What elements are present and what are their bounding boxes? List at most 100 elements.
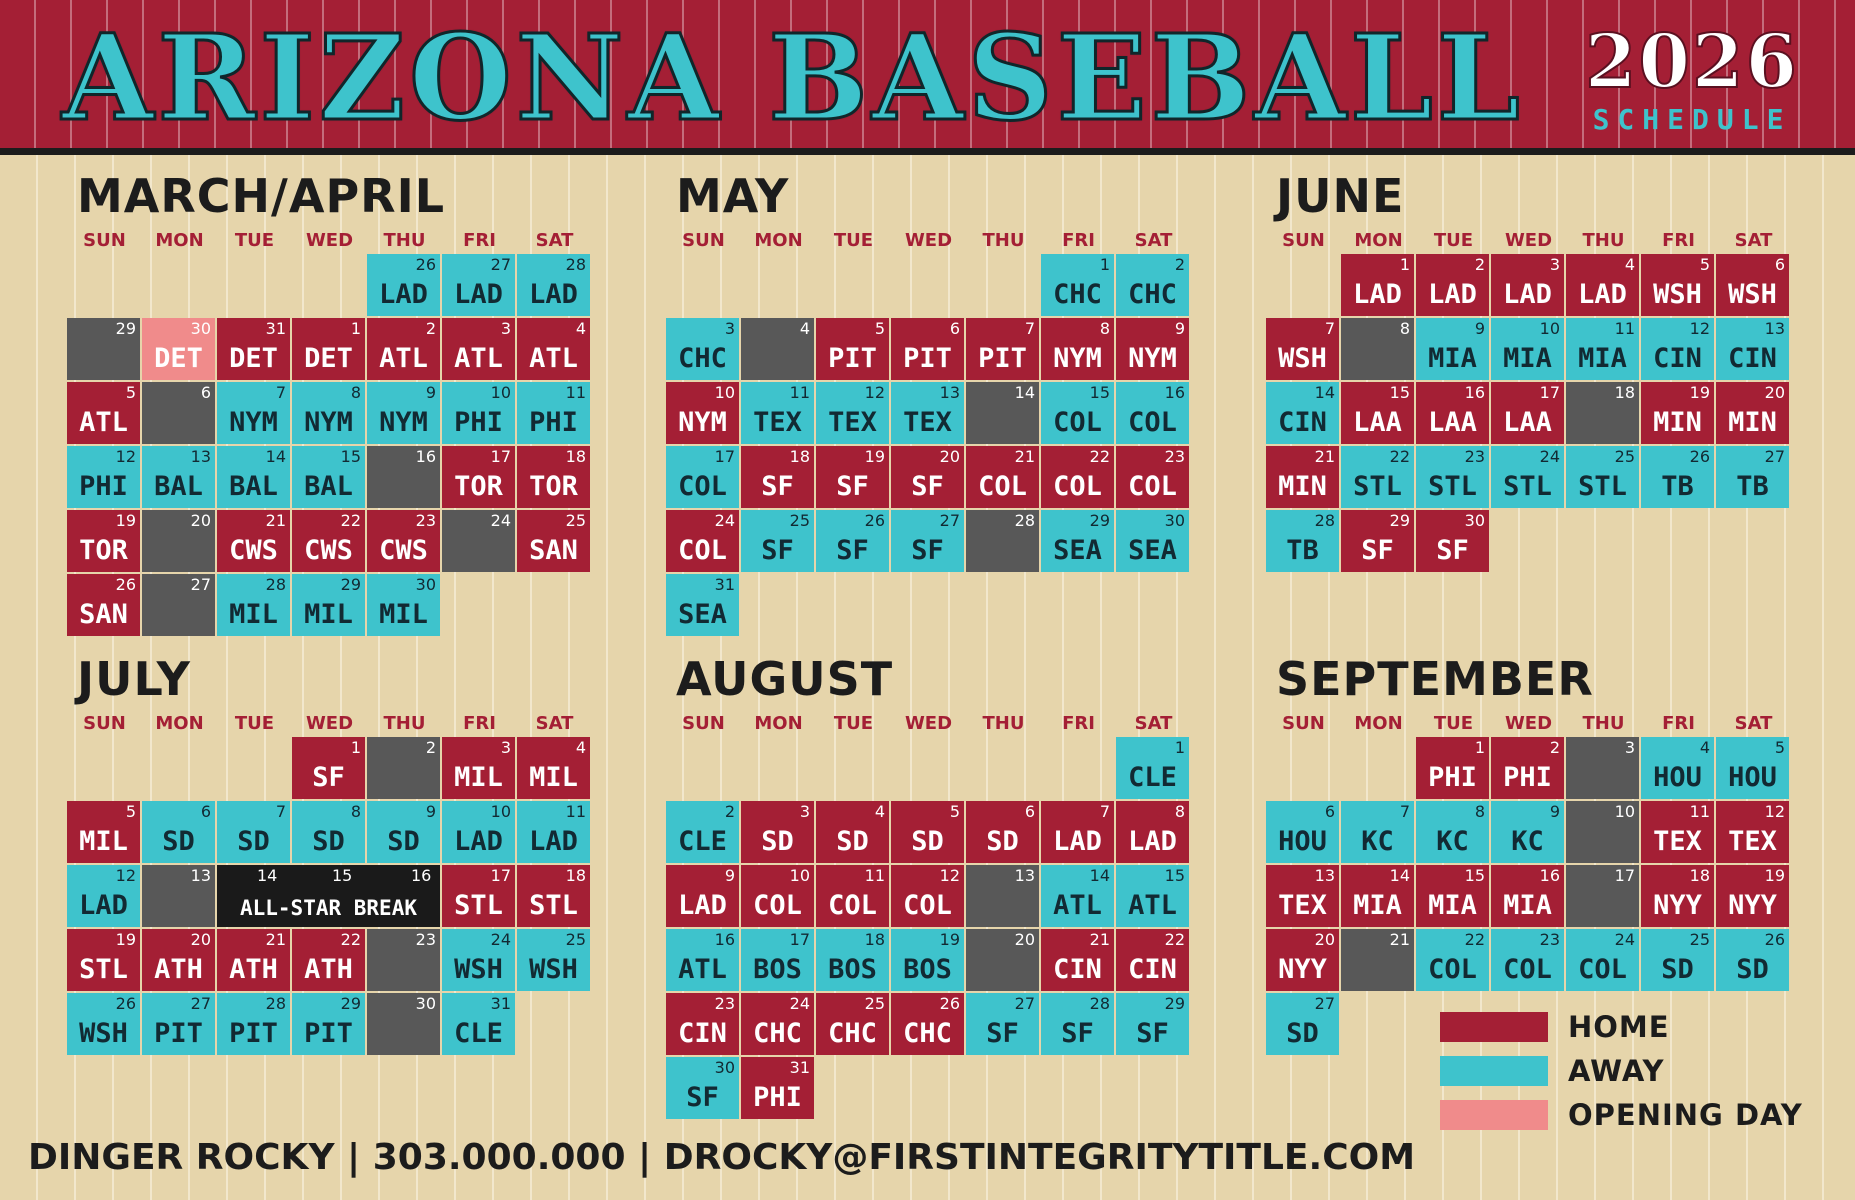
game-cell[interactable]: 14 BAL xyxy=(217,446,290,508)
game-cell[interactable]: 4 xyxy=(741,318,814,380)
game-cell[interactable]: 24 WSH xyxy=(442,929,515,991)
game-cell[interactable]: 25 WSH xyxy=(517,929,590,991)
game-cell[interactable]: 7 WSH xyxy=(1266,318,1339,380)
game-cell[interactable]: 18 TOR xyxy=(517,446,590,508)
game-cell[interactable]: 30 SEA xyxy=(1116,510,1189,572)
game-cell[interactable]: 16 MIA xyxy=(1491,865,1564,927)
game-cell[interactable]: 24 xyxy=(442,510,515,572)
game-cell[interactable]: 2 LAD xyxy=(1416,254,1489,316)
game-cell[interactable]: 15 ATL xyxy=(1116,865,1189,927)
game-cell[interactable]: 28 LAD xyxy=(517,254,590,316)
game-cell[interactable]: 16 LAA xyxy=(1416,382,1489,444)
game-cell[interactable]: 11 PHI xyxy=(517,382,590,444)
game-cell[interactable]: 13 BAL xyxy=(142,446,215,508)
game-cell[interactable]: 27 SF xyxy=(966,993,1039,1055)
game-cell[interactable]: 17 COL xyxy=(666,446,739,508)
game-cell[interactable]: 26 WSH xyxy=(67,993,140,1055)
game-cell[interactable]: 5 ATL xyxy=(67,382,140,444)
game-cell[interactable]: 18 NYY xyxy=(1641,865,1714,927)
game-cell[interactable]: 30 SF xyxy=(666,1057,739,1119)
game-cell[interactable]: 27 PIT xyxy=(142,993,215,1055)
game-cell[interactable]: 23 COL xyxy=(1116,446,1189,508)
game-cell[interactable]: 20 xyxy=(142,510,215,572)
game-cell[interactable]: 25 CHC xyxy=(816,993,889,1055)
game-cell[interactable]: 22 COL xyxy=(1416,929,1489,991)
game-cell[interactable]: 1 DET xyxy=(292,318,365,380)
game-cell[interactable]: 31 DET xyxy=(217,318,290,380)
game-cell[interactable]: 18 SF xyxy=(741,446,814,508)
game-cell[interactable]: 28 MIL xyxy=(217,574,290,636)
game-cell[interactable]: 23 COL xyxy=(1491,929,1564,991)
game-cell[interactable]: 5 MIL xyxy=(67,801,140,863)
game-cell[interactable]: 20 MIN xyxy=(1716,382,1789,444)
game-cell[interactable]: 1 PHI xyxy=(1416,737,1489,799)
game-cell[interactable]: 1 CLE xyxy=(1116,737,1189,799)
game-cell[interactable]: 15 MIA xyxy=(1416,865,1489,927)
game-cell[interactable]: 28 xyxy=(966,510,1039,572)
game-cell[interactable]: 6 WSH xyxy=(1716,254,1789,316)
game-cell[interactable]: 6 SD xyxy=(142,801,215,863)
game-cell[interactable]: 22 ATH xyxy=(292,929,365,991)
game-cell[interactable]: 21 ATH xyxy=(217,929,290,991)
game-cell[interactable]: 1 SF xyxy=(292,737,365,799)
game-cell[interactable]: 21 COL xyxy=(966,446,1039,508)
game-cell[interactable]: 24 CHC xyxy=(741,993,814,1055)
game-cell[interactable]: 5 WSH xyxy=(1641,254,1714,316)
game-cell[interactable]: 4 HOU xyxy=(1641,737,1714,799)
game-cell[interactable]: 19 STL xyxy=(67,929,140,991)
game-cell[interactable]: 19 MIN xyxy=(1641,382,1714,444)
game-cell[interactable]: 22 CWS xyxy=(292,510,365,572)
game-cell[interactable]: 24 STL xyxy=(1491,446,1564,508)
game-cell[interactable]: 26 SAN xyxy=(67,574,140,636)
game-cell[interactable]: 11 LAD xyxy=(517,801,590,863)
game-cell[interactable]: 29 SF xyxy=(1116,993,1189,1055)
game-cell[interactable]: 14 CIN xyxy=(1266,382,1339,444)
game-cell[interactable]: 10 NYM xyxy=(666,382,739,444)
game-cell[interactable]: 2 CHC xyxy=(1116,254,1189,316)
game-cell[interactable]: 4 ATL xyxy=(517,318,590,380)
game-cell[interactable]: 7 PIT xyxy=(966,318,1039,380)
game-cell[interactable]: 15 COL xyxy=(1041,382,1114,444)
game-cell[interactable]: 9 LAD xyxy=(666,865,739,927)
game-cell[interactable]: 2 xyxy=(367,737,440,799)
game-cell[interactable]: 27 TB xyxy=(1716,446,1789,508)
game-cell[interactable]: 14 ATL xyxy=(1041,865,1114,927)
game-cell[interactable]: 3 MIL xyxy=(442,737,515,799)
game-cell[interactable]: 20 SF xyxy=(891,446,964,508)
game-cell[interactable]: 5 SD xyxy=(891,801,964,863)
game-cell[interactable]: 30 MIL xyxy=(367,574,440,636)
game-cell[interactable]: 16 COL xyxy=(1116,382,1189,444)
game-cell[interactable]: 19 TOR xyxy=(67,510,140,572)
game-cell[interactable]: 13 CIN xyxy=(1716,318,1789,380)
game-cell[interactable]: 12 CIN xyxy=(1641,318,1714,380)
game-cell[interactable]: 8 xyxy=(1341,318,1414,380)
game-cell[interactable]: 17 BOS xyxy=(741,929,814,991)
game-cell[interactable]: 4 SD xyxy=(816,801,889,863)
game-cell[interactable]: 26 SD xyxy=(1716,929,1789,991)
game-cell[interactable]: 29 SF xyxy=(1341,510,1414,572)
game-cell[interactable]: 8 KC xyxy=(1416,801,1489,863)
game-cell[interactable]: 23 xyxy=(367,929,440,991)
game-cell[interactable]: 17 TOR xyxy=(442,446,515,508)
game-cell[interactable]: 9 SD xyxy=(367,801,440,863)
game-cell[interactable]: 29 SEA xyxy=(1041,510,1114,572)
game-cell[interactable]: 3 CHC xyxy=(666,318,739,380)
game-cell[interactable]: 17 LAA xyxy=(1491,382,1564,444)
game-cell[interactable]: 31 SEA xyxy=(666,574,739,636)
game-cell[interactable]: 17 xyxy=(1566,865,1639,927)
game-cell[interactable]: 13 xyxy=(142,865,215,927)
game-cell[interactable]: 11 TEX xyxy=(1641,801,1714,863)
game-cell[interactable]: 12 TEX xyxy=(1716,801,1789,863)
game-cell[interactable]: 23 CWS xyxy=(367,510,440,572)
game-cell[interactable]: 3 ATL xyxy=(442,318,515,380)
game-cell[interactable]: 24 COL xyxy=(1566,929,1639,991)
game-cell[interactable]: 3 SD xyxy=(741,801,814,863)
game-cell[interactable]: 29 MIL xyxy=(292,574,365,636)
game-cell[interactable]: 31 CLE xyxy=(442,993,515,1055)
game-cell[interactable]: 30 DET xyxy=(142,318,215,380)
game-cell[interactable]: 3 LAD xyxy=(1491,254,1564,316)
game-cell[interactable]: 26 LAD xyxy=(367,254,440,316)
game-cell[interactable]: 19 NYY xyxy=(1716,865,1789,927)
game-cell[interactable]: 20 NYY xyxy=(1266,929,1339,991)
game-cell[interactable]: 10 MIA xyxy=(1491,318,1564,380)
